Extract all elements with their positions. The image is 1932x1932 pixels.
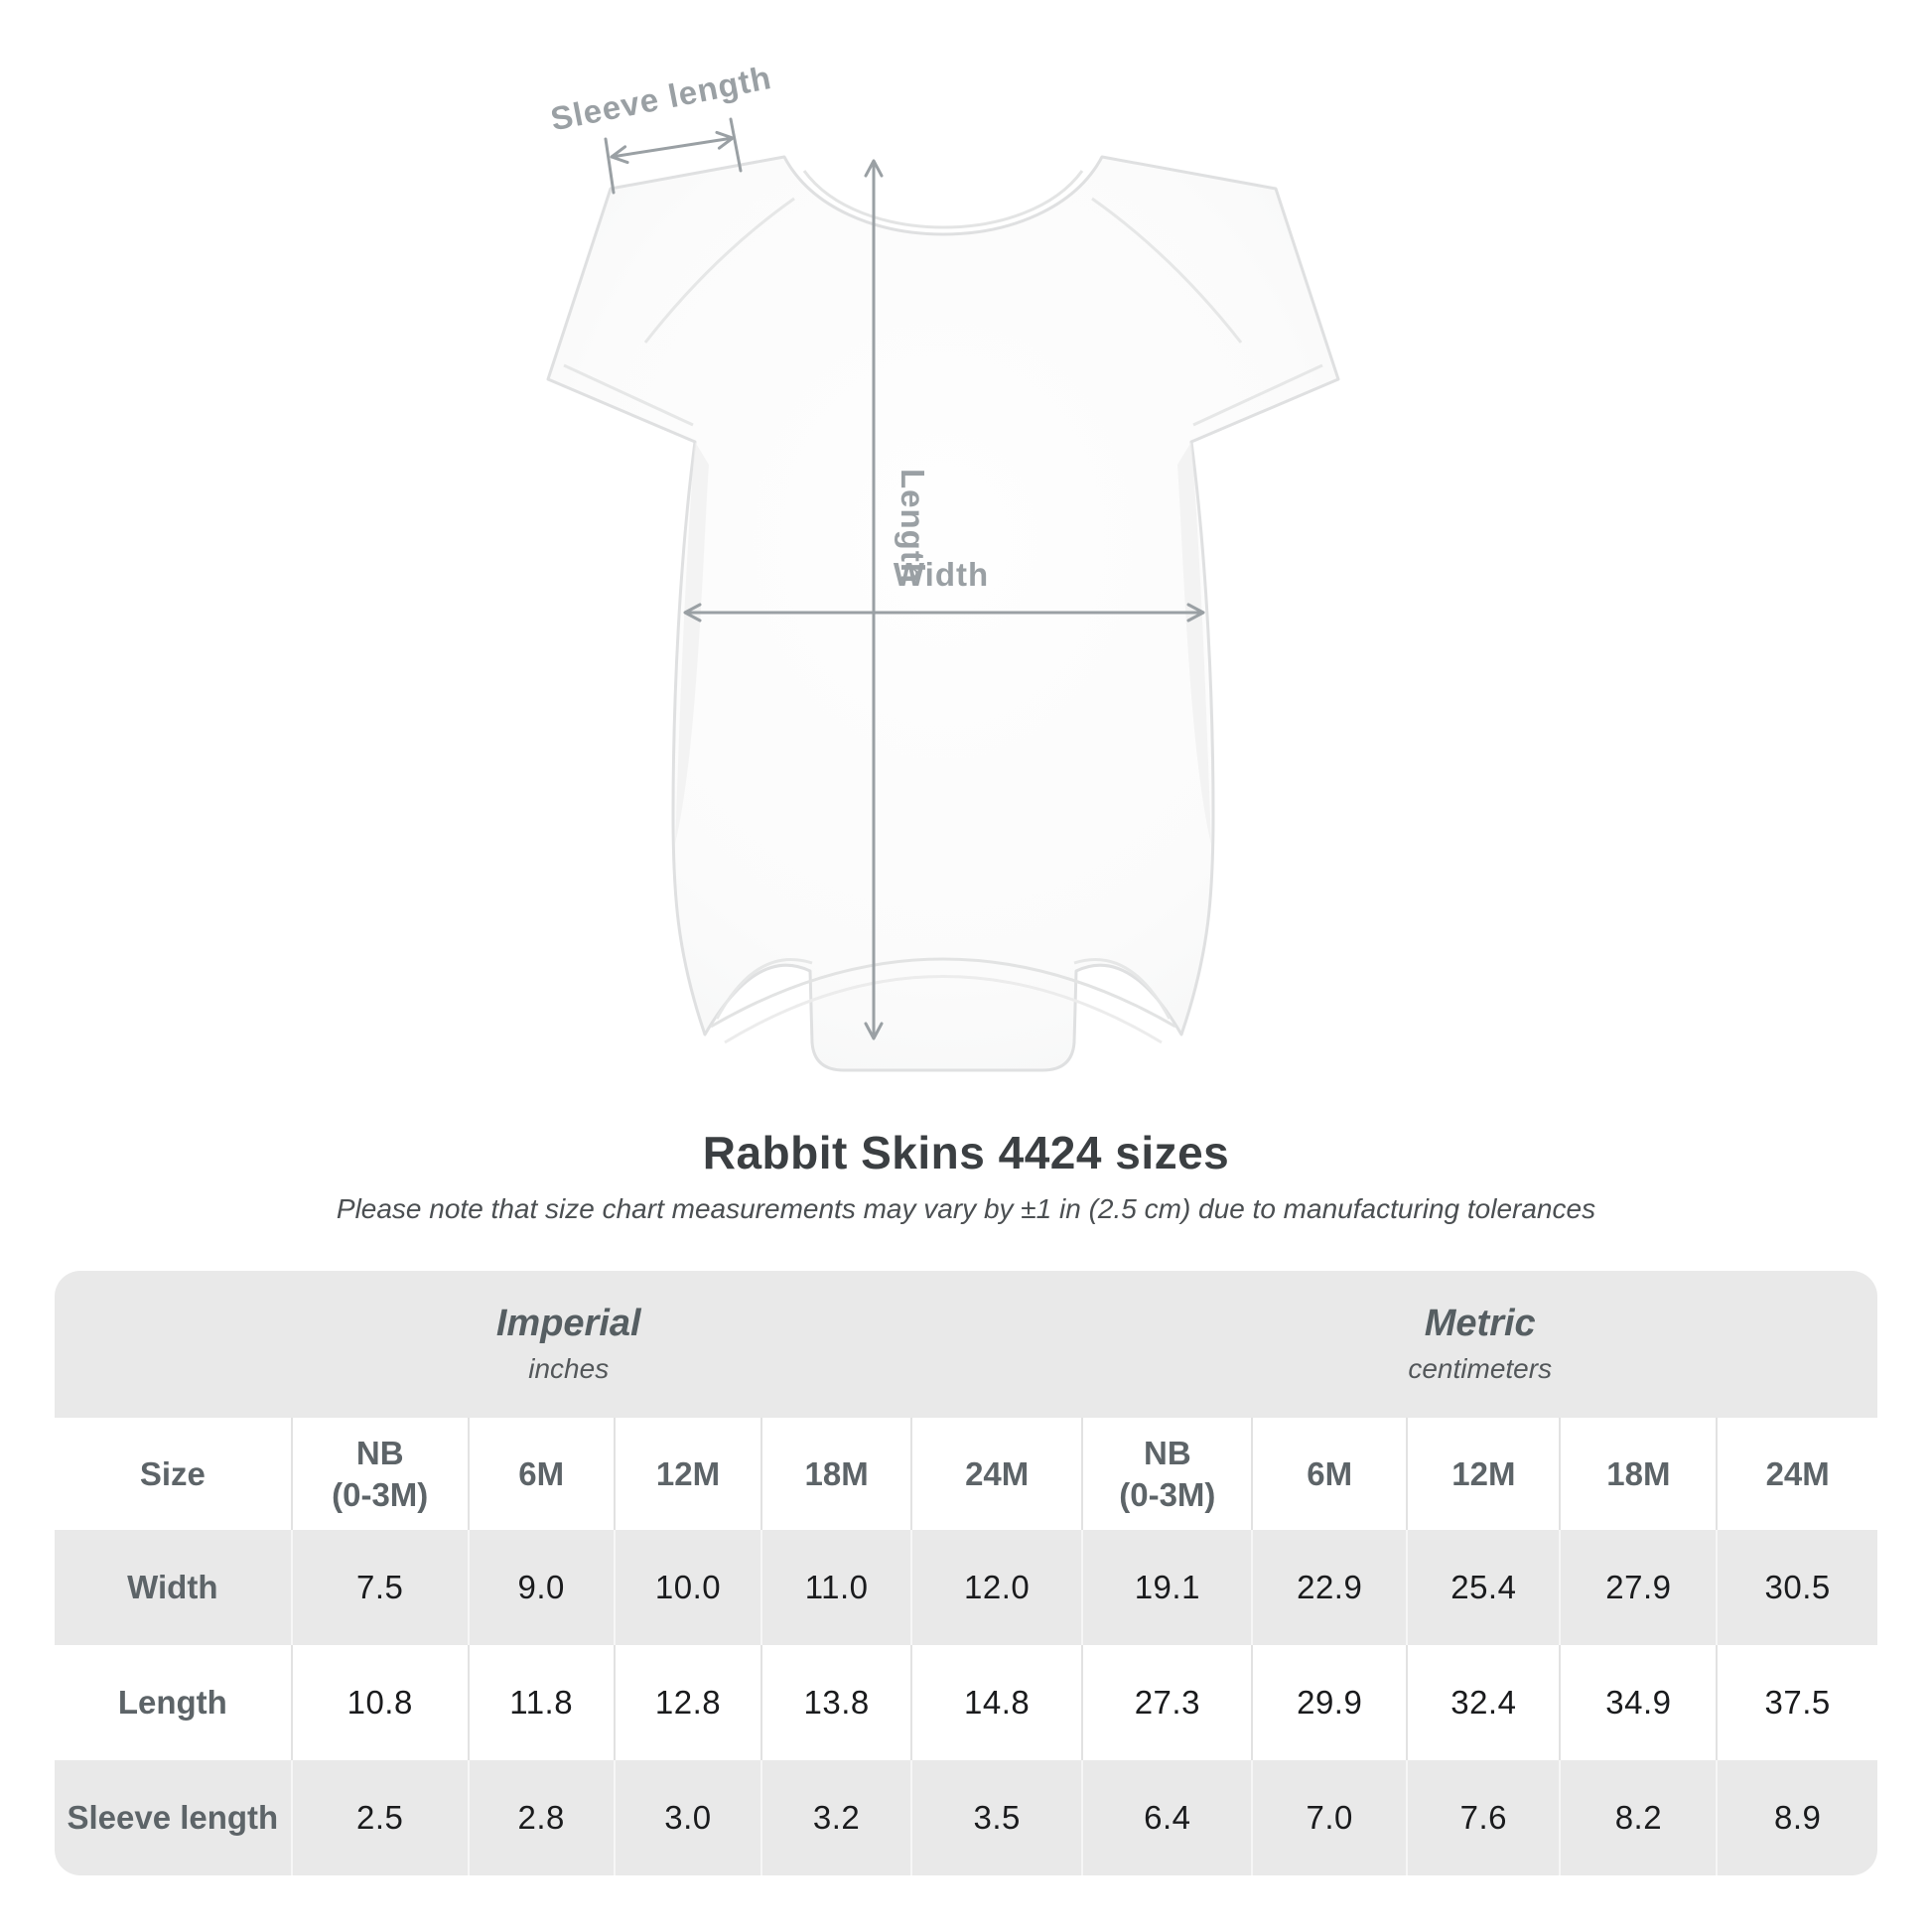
length-nb-cm: 27.3 xyxy=(1081,1645,1253,1760)
imperial-group-header: Imperial inches xyxy=(55,1271,1083,1418)
size-table-container: Imperial inches Metric centimeters Size … xyxy=(55,1271,1877,1875)
table-row-sleeve-length: Sleeve length 2.5 2.8 3.0 3.2 3.5 6.4 7.… xyxy=(55,1760,1877,1875)
sleeve-12m-in: 3.0 xyxy=(613,1760,762,1875)
length-18m-cm: 34.9 xyxy=(1559,1645,1718,1760)
width-nb-in: 7.5 xyxy=(290,1530,469,1645)
length-24m-cm: 37.5 xyxy=(1716,1645,1877,1760)
sleeve-18m-in: 3.2 xyxy=(760,1760,911,1875)
width-12m-in: 10.0 xyxy=(613,1530,762,1645)
unit-band-row: Imperial inches Metric centimeters xyxy=(55,1271,1877,1418)
column-header-6m-imperial: 6M xyxy=(467,1418,615,1530)
row-label-sleeve-length: Sleeve length xyxy=(55,1760,292,1875)
column-header-12m-imperial: 12M xyxy=(613,1418,762,1530)
length-6m-in: 11.8 xyxy=(467,1645,615,1760)
width-18m-cm: 27.9 xyxy=(1559,1530,1718,1645)
row-label-length: Length xyxy=(55,1645,292,1760)
sleeve-nb-in: 2.5 xyxy=(290,1760,469,1875)
sleeve-24m-in: 3.5 xyxy=(909,1760,1083,1875)
column-header-18m-metric: 18M xyxy=(1559,1418,1718,1530)
page-title: Rabbit Skins 4424 sizes xyxy=(702,1127,1230,1178)
width-6m-cm: 22.9 xyxy=(1251,1530,1408,1645)
sleeve-6m-in: 2.8 xyxy=(467,1760,615,1875)
table-row-length: Length 10.8 11.8 12.8 13.8 14.8 27.3 29.… xyxy=(55,1645,1877,1760)
imperial-unit: inches xyxy=(528,1353,610,1384)
size-column-header: Size xyxy=(55,1418,292,1530)
onesie-illustration: Sleeve length Length Width xyxy=(546,59,1340,1072)
sleeve-24m-cm: 8.9 xyxy=(1716,1760,1877,1875)
tolerance-note: Please note that size chart measurements… xyxy=(336,1193,1596,1224)
column-header-24m-metric: 24M xyxy=(1716,1418,1877,1530)
column-header-6m-metric: 6M xyxy=(1251,1418,1408,1530)
metric-unit: centimeters xyxy=(1408,1353,1553,1384)
table-row-width: Width 7.5 9.0 10.0 11.0 12.0 19.1 22.9 2… xyxy=(55,1530,1877,1645)
width-18m-in: 11.0 xyxy=(760,1530,911,1645)
column-header-nb-imperial: NB (0-3M) xyxy=(290,1418,469,1530)
column-header-18m-imperial: 18M xyxy=(760,1418,911,1530)
width-6m-in: 9.0 xyxy=(467,1530,615,1645)
length-12m-in: 12.8 xyxy=(613,1645,762,1760)
width-label: Width xyxy=(894,556,989,593)
sleeve-length-dimension-arrow xyxy=(604,117,743,195)
sleeve-6m-cm: 7.0 xyxy=(1251,1760,1408,1875)
length-6m-cm: 29.9 xyxy=(1251,1645,1408,1760)
row-label-width: Width xyxy=(55,1530,292,1645)
width-12m-cm: 25.4 xyxy=(1406,1530,1561,1645)
sleeve-18m-cm: 8.2 xyxy=(1559,1760,1718,1875)
sleeve-length-label: Sleeve length xyxy=(547,59,774,137)
width-24m-in: 12.0 xyxy=(909,1530,1083,1645)
metric-group-header: Metric centimeters xyxy=(1082,1271,1877,1418)
column-header-12m-metric: 12M xyxy=(1406,1418,1561,1530)
sleeve-nb-cm: 6.4 xyxy=(1081,1760,1253,1875)
width-nb-cm: 19.1 xyxy=(1081,1530,1253,1645)
width-24m-cm: 30.5 xyxy=(1716,1530,1877,1645)
column-header-row: Size NB (0-3M) 6M 12M 18M 24M NB (0-3M) … xyxy=(55,1418,1877,1530)
sleeve-12m-cm: 7.6 xyxy=(1406,1760,1561,1875)
imperial-label: Imperial xyxy=(495,1303,641,1345)
size-table: Imperial inches Metric centimeters Size … xyxy=(55,1271,1877,1875)
garment-diagram: Sleeve length Length Width xyxy=(546,59,1340,1072)
length-12m-cm: 32.4 xyxy=(1406,1645,1561,1760)
length-label: Length xyxy=(895,469,931,584)
metric-label: Metric xyxy=(1424,1303,1536,1345)
column-header-nb-metric: NB (0-3M) xyxy=(1081,1418,1253,1530)
length-24m-in: 14.8 xyxy=(909,1645,1083,1760)
column-header-24m-imperial: 24M xyxy=(909,1418,1083,1530)
length-nb-in: 10.8 xyxy=(290,1645,469,1760)
length-18m-in: 13.8 xyxy=(760,1645,911,1760)
